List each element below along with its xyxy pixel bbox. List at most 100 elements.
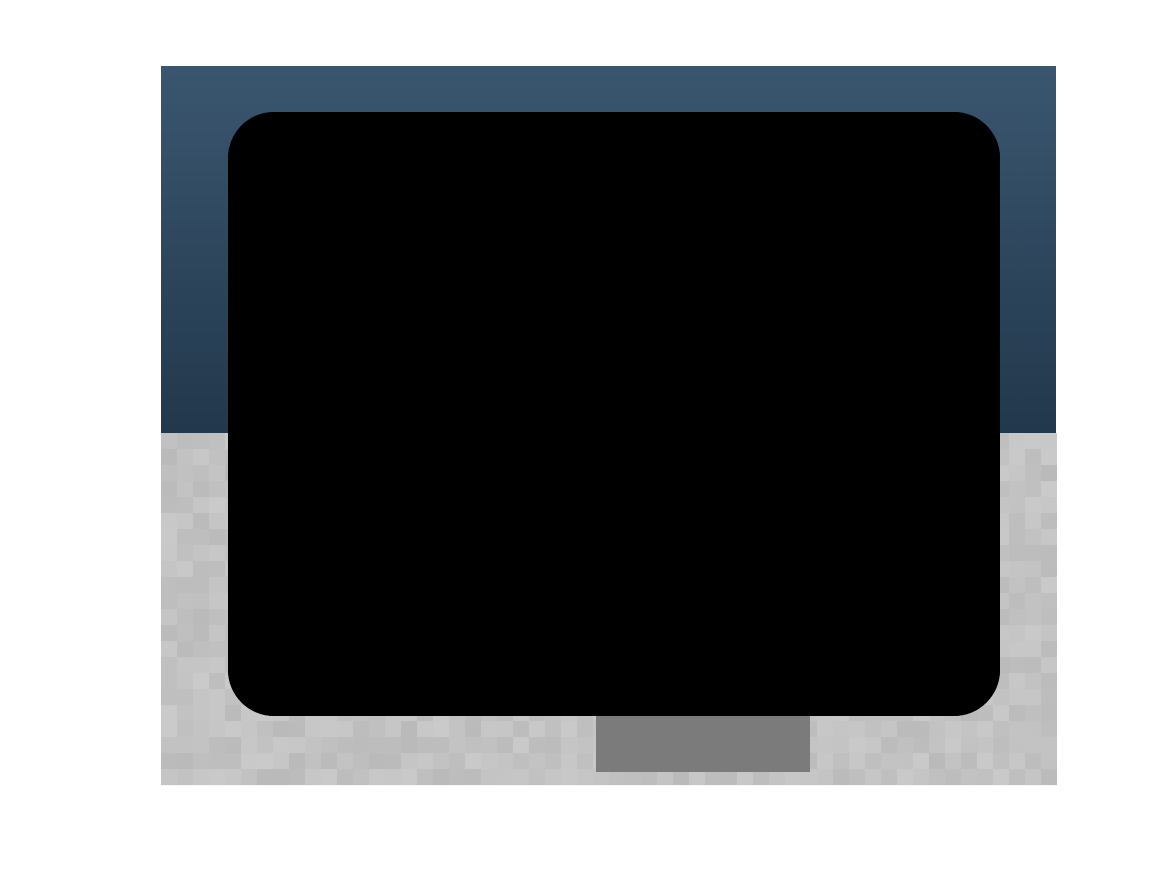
heatmap-cell xyxy=(545,125,560,141)
heatmap-cell xyxy=(489,537,505,552)
heatmap-cell xyxy=(586,304,601,319)
heatmap-cell xyxy=(669,153,684,168)
heatmap-cell xyxy=(296,386,312,401)
heatmap-cell xyxy=(407,180,422,195)
heatmap-cell xyxy=(972,208,987,223)
heatmap-cell xyxy=(669,661,684,676)
heatmap-cell xyxy=(889,359,905,374)
heatmap-cell xyxy=(365,317,381,333)
heatmap-cell xyxy=(903,331,918,346)
heatmap-cell xyxy=(751,537,767,552)
heatmap-cell xyxy=(793,235,808,250)
heatmap-cell xyxy=(944,414,960,429)
heatmap-cell xyxy=(407,427,422,443)
heatmap-cell xyxy=(283,221,298,237)
heatmap-cell xyxy=(517,441,532,456)
background-floor-pixel xyxy=(993,705,1009,722)
heatmap-cell xyxy=(807,400,822,415)
heatmap-cell xyxy=(255,317,270,333)
heatmap-cell xyxy=(228,139,243,154)
heatmap-cell xyxy=(600,166,615,182)
heatmap-cell xyxy=(614,606,629,621)
heatmap-cell xyxy=(379,317,395,333)
heatmap-cell xyxy=(669,276,684,292)
heatmap-cell xyxy=(972,331,987,346)
heatmap-cell xyxy=(931,592,946,607)
heatmap-cell xyxy=(310,647,326,662)
heatmap-cell xyxy=(972,372,987,388)
heatmap-cell xyxy=(517,674,532,690)
heatmap-cell xyxy=(641,153,656,168)
background-floor-pixel xyxy=(961,721,977,738)
background-floor-pixel xyxy=(977,721,993,738)
heatmap-cell xyxy=(283,441,298,456)
heatmap-cell xyxy=(407,455,422,470)
heatmap-cell xyxy=(710,441,725,456)
background-floor-pixel xyxy=(561,753,577,770)
heatmap-cell xyxy=(462,702,477,716)
heatmap-cell xyxy=(696,139,712,154)
background-floor-pixel xyxy=(865,753,881,770)
heatmap-cell xyxy=(365,125,381,141)
heatmap-cell xyxy=(655,537,670,552)
heatmap-cell xyxy=(448,331,463,346)
heatmap-cell xyxy=(917,578,932,594)
heatmap-cell xyxy=(696,482,712,497)
heatmap-cell xyxy=(324,290,339,305)
heatmap-cell xyxy=(545,702,560,716)
heatmap-cell xyxy=(572,674,588,690)
background-floor-pixel xyxy=(209,593,225,610)
heatmap-cell xyxy=(641,249,656,264)
heatmap-cell xyxy=(241,166,257,182)
background-floor-pixel xyxy=(193,705,209,722)
background-floor-pixel xyxy=(193,689,209,706)
heatmap-cell xyxy=(903,702,918,716)
heatmap-cell xyxy=(669,208,684,223)
heatmap-cell xyxy=(917,263,932,278)
heatmap-cell xyxy=(310,510,326,525)
heatmap-cell xyxy=(944,592,960,607)
heatmap-cell xyxy=(407,702,422,716)
heatmap-cell xyxy=(779,606,794,621)
heatmap-cell xyxy=(283,400,298,415)
heatmap-cell xyxy=(241,482,257,497)
heatmap-cell xyxy=(269,221,284,237)
heatmap-cell xyxy=(434,702,450,716)
heatmap-cell xyxy=(269,317,284,333)
heatmap-cell xyxy=(600,194,615,209)
heatmap-cell xyxy=(614,633,629,648)
heatmap-cell xyxy=(352,208,367,223)
background-floor-pixel xyxy=(193,593,209,610)
heatmap-cell xyxy=(724,345,739,360)
heatmap-cell xyxy=(931,139,946,154)
heatmap-cell xyxy=(669,290,684,305)
background-floor-pixel xyxy=(817,737,833,754)
heatmap-cell xyxy=(462,125,477,141)
heatmap-cell xyxy=(379,372,395,388)
heatmap-cell xyxy=(586,263,601,278)
heatmap-cell xyxy=(379,647,395,662)
background-floor-pixel xyxy=(513,753,529,770)
heatmap-cell xyxy=(765,414,781,429)
heatmap-cell xyxy=(972,496,987,511)
background-floor-pixel xyxy=(161,769,177,786)
heatmap-cell xyxy=(421,194,436,209)
heatmap-cell xyxy=(283,345,298,360)
heatmap-cell xyxy=(986,359,1000,374)
heatmap-cell xyxy=(944,125,960,141)
heatmap-cell xyxy=(434,345,450,360)
heatmap-cell xyxy=(931,290,946,305)
background-floor-pixel xyxy=(913,737,929,754)
heatmap-cell xyxy=(738,551,753,566)
heatmap-cell xyxy=(710,661,725,676)
heatmap-cell xyxy=(586,647,601,662)
heatmap-cell xyxy=(421,606,436,621)
heatmap-cell xyxy=(641,221,656,237)
background-floor-pixel xyxy=(385,769,401,786)
background-floor-pixel xyxy=(161,657,177,674)
heatmap-cell xyxy=(862,235,877,250)
heatmap-cell xyxy=(889,496,905,511)
heatmap-cell xyxy=(365,647,381,662)
background-floor-pixel xyxy=(1009,721,1025,738)
heatmap-cell xyxy=(848,427,863,443)
